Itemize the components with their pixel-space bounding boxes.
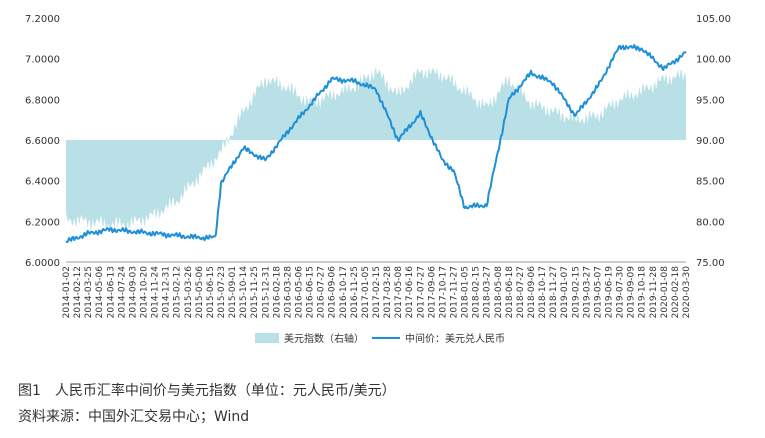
x-axis-tick-label: 2019-11-28 — [649, 266, 659, 319]
right-axis-tick-label: 95.00 — [696, 95, 725, 106]
right-axis-tick-label: 75.00 — [696, 258, 725, 269]
legend-label-cny: 中间价：美元兑人民币 — [405, 332, 505, 345]
x-axis-tick-label: 2019-02-15 — [571, 266, 581, 318]
x-axis-tick-label: 2017-05-08 — [394, 266, 404, 319]
x-axis-tick-label: 2015-06-15 — [206, 266, 216, 318]
right-axis-tick-label: 80.00 — [696, 217, 725, 228]
x-axis-tick-label: 2014-11-24 — [151, 266, 161, 319]
left-axis-tick-label: 6.4000 — [25, 177, 60, 188]
x-axis-tick-label: 2019-07-30 — [616, 266, 626, 319]
x-axis-tick-label: 2019-05-07 — [593, 266, 603, 318]
right-axis-ticks: 75.00 80.00 85.00 90.00 95.00 100.00 105.00 — [696, 14, 731, 269]
x-axis-tick-label: 2018-05-08 — [494, 266, 504, 319]
x-axis-tick-label: 2018-03-27 — [483, 266, 493, 318]
x-axis-tick-label: 2014-07-24 — [117, 266, 127, 319]
x-axis-tick-label: 2017-10-17 — [438, 266, 448, 318]
x-axis-tick-label: 2014-01-02 — [62, 266, 72, 318]
x-axis-tick-label: 2016-09-06 — [328, 266, 338, 319]
x-axis-tick-label: 2016-02-18 — [272, 266, 282, 319]
x-axis-tick-label: 2016-07-27 — [317, 266, 327, 318]
x-axis-tick-label: 2015-12-31 — [261, 266, 271, 318]
legend: 美元指数（右轴） 中间价：美元兑人民币 — [255, 332, 505, 345]
x-axis-tick-label: 2016-06-15 — [306, 266, 316, 318]
x-axis-tick-label: 2018-09-06 — [527, 266, 537, 319]
x-axis-ticks: 2014-01-02 2014-02-12 2014-03-25 2014-05-06… — [62, 266, 692, 319]
x-axis-tick-label: 2019-09-09 — [627, 266, 637, 319]
x-axis-tick-label: 2017-11-27 — [450, 266, 460, 318]
x-axis-tick-label: 2017-01-05 — [361, 266, 371, 318]
x-axis-tick-label: 2016-05-06 — [295, 266, 305, 319]
x-axis-tick-label: 2017-02-15 — [372, 266, 382, 318]
right-axis-tick-label: 105.00 — [696, 14, 731, 25]
x-axis-tick-label: 2014-05-06 — [95, 266, 105, 319]
legend-label-usd-index: 美元指数（右轴） — [284, 332, 364, 345]
x-axis-tick-label: 2015-05-06 — [195, 266, 205, 319]
x-axis-tick-label: 2015-11-25 — [250, 266, 260, 318]
figure-caption: 图1 人民币汇率中间价与美元指数（单位：元人民币/美元） — [18, 383, 396, 399]
left-axis-tick-label: 6.6000 — [25, 136, 60, 147]
x-axis-tick-label: 2016-03-28 — [283, 266, 293, 319]
x-axis-tick-label: 2015-03-26 — [184, 266, 194, 319]
x-axis-tick-label: 2014-03-25 — [84, 266, 94, 318]
cny-midpoint-line — [65, 44, 687, 244]
x-axis-tick-label: 2020-02-18 — [671, 266, 681, 319]
left-axis-tick-label: 6.2000 — [25, 217, 60, 228]
x-axis-tick-label: 2014-06-13 — [106, 266, 116, 318]
x-axis-tick-label: 2018-07-27 — [516, 266, 526, 318]
chart-figure: 6.0000 6.2000 6.4000 6.6000 6.8000 7.0000 7.20… — [25, 14, 731, 345]
x-axis-tick-label: 2015-09-01 — [228, 266, 238, 318]
x-axis-tick-label: 2018-11-27 — [549, 266, 559, 318]
x-axis-tick-label: 2014-10-20 — [140, 266, 150, 319]
x-axis-tick-label: 2019-01-07 — [560, 266, 570, 318]
left-axis-ticks: 6.0000 6.2000 6.4000 6.6000 6.8000 7.0000 7.20… — [25, 14, 60, 269]
x-axis-tick-label: 2015-07-23 — [217, 266, 227, 318]
x-axis-tick-label: 2017-09-06 — [427, 266, 437, 319]
x-axis-tick-label: 2020-01-08 — [660, 266, 670, 319]
cny-line-layer — [65, 44, 687, 244]
x-axis-tick-label: 2020-03-30 — [682, 266, 692, 319]
x-axis-tick-label: 2019-06-19 — [605, 266, 615, 319]
x-axis-tick-label: 2016-10-17 — [339, 266, 349, 318]
x-axis-tick-label: 2019-10-18 — [638, 266, 648, 319]
legend-swatch-usd-index — [255, 333, 279, 343]
x-axis-tick-label: 2014-12-31 — [162, 266, 172, 318]
left-axis-tick-label: 7.2000 — [25, 14, 60, 25]
right-axis-tick-label: 90.00 — [696, 136, 725, 147]
x-axis-tick-label: 2015-10-14 — [239, 266, 249, 319]
x-axis-tick-label: 2017-07-27 — [416, 266, 426, 318]
left-axis-tick-label: 7.0000 — [25, 55, 60, 66]
figure-source: 资料来源：中国外汇交易中心；Wind — [18, 409, 250, 425]
x-axis-tick-label: 2017-06-16 — [405, 266, 415, 319]
left-axis-tick-label: 6.8000 — [25, 95, 60, 106]
x-axis-tick-label: 2018-10-17 — [538, 266, 548, 318]
x-axis-tick-label: 2015-02-12 — [173, 266, 183, 318]
usd-index-area — [66, 67, 686, 232]
x-axis-tick-label: 2018-06-18 — [505, 266, 515, 319]
x-axis-tick-label: 2019-03-27 — [582, 266, 592, 318]
x-axis-tick-label: 2018-02-15 — [472, 266, 482, 318]
x-axis-tick-label: 2017-03-28 — [383, 266, 393, 319]
x-axis-tick-label: 2018-01-05 — [461, 266, 471, 318]
usd-index-area-layer — [66, 67, 686, 232]
x-axis-tick-label: 2014-02-12 — [73, 266, 83, 318]
right-axis-tick-label: 100.00 — [696, 55, 731, 66]
x-axis-tick-label: 2016-11-25 — [350, 266, 360, 318]
right-axis-tick-label: 85.00 — [696, 177, 725, 188]
left-axis-tick-label: 6.0000 — [25, 258, 60, 269]
x-axis-tick-label: 2014-09-03 — [128, 266, 138, 318]
